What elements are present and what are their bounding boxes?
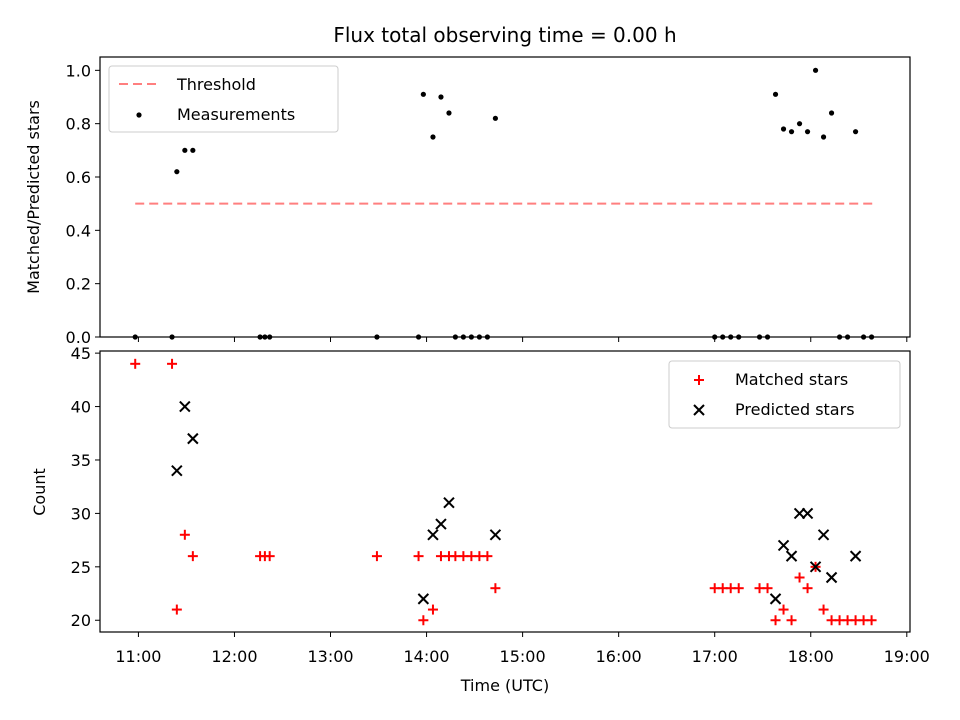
matched-star-point	[418, 615, 428, 625]
measurement-point	[773, 92, 778, 97]
measurement-point	[829, 110, 834, 115]
chart-title: Flux total observing time = 0.00 h	[333, 23, 676, 47]
matched-star-point	[265, 551, 275, 561]
measurement-point	[446, 110, 451, 115]
x-tick-label: 13:00	[307, 647, 353, 666]
matched-star-point	[779, 605, 789, 615]
top-y-axis-label: Matched/Predicted stars	[24, 100, 43, 294]
legend-matched-label: Matched stars	[735, 370, 848, 389]
measurement-point	[797, 121, 802, 126]
x-tick-label: 15:00	[500, 647, 546, 666]
matched-star-point	[167, 359, 177, 369]
y-tick-label: 0.2	[66, 275, 91, 294]
chart-figure: Flux total observing time = 0.00 h 0.00.…	[0, 0, 960, 720]
legend-measurements-label: Measurements	[177, 105, 295, 124]
matched-star-point	[428, 605, 438, 615]
bottom-y-axis-label: Count	[30, 468, 49, 516]
x-tick-label: 12:00	[211, 647, 257, 666]
top-legend: Threshold Measurements	[109, 66, 338, 132]
legend-measurements-swatch	[136, 112, 141, 117]
measurement-point	[805, 129, 810, 134]
matched-star-point	[172, 605, 182, 615]
top-panel: 0.00.20.40.60.81.0 Matched/Predicted sta…	[24, 57, 910, 347]
y-tick-label: 0.4	[66, 221, 91, 240]
measurement-point	[493, 116, 498, 121]
y-tick-label: 20	[71, 611, 91, 630]
legend-threshold-label: Threshold	[176, 75, 256, 94]
legend-predicted-label: Predicted stars	[735, 400, 855, 419]
measurement-point	[438, 94, 443, 99]
x-tick-label: 18:00	[788, 647, 834, 666]
predicted-star-point	[188, 434, 198, 444]
bottom-legend: Matched stars Predicted stars	[669, 361, 900, 428]
measurement-point	[182, 148, 187, 153]
measurement-point	[421, 92, 426, 97]
predicted-star-point	[827, 573, 837, 583]
x-tick-label: 19:00	[884, 647, 930, 666]
y-tick-label: 0.6	[66, 168, 91, 187]
matched-star-point	[490, 583, 500, 593]
predicted-star-point	[180, 402, 190, 412]
matched-star-point	[867, 615, 877, 625]
y-tick-label: 30	[71, 504, 91, 523]
matched-star-point	[188, 551, 198, 561]
matched-star-point	[795, 573, 805, 583]
measurement-point	[430, 134, 435, 139]
x-axis-label: Time (UTC)	[460, 676, 549, 695]
bottom-panel: 20 25 30 35 40 45 11:00 12:00 13:00 14:00 15:00 16…	[30, 344, 930, 695]
y-tick-label: 40	[71, 398, 91, 417]
predicted-star-point	[490, 530, 500, 540]
measurement-point	[853, 129, 858, 134]
measurement-point	[190, 148, 195, 153]
predicted-star-point	[787, 551, 797, 561]
matched-star-point	[372, 551, 382, 561]
matched-star-point	[482, 551, 492, 561]
x-tick-label: 16:00	[596, 647, 642, 666]
predicted-star-point	[428, 530, 438, 540]
measurement-point	[821, 134, 826, 139]
measurement-point	[813, 68, 818, 73]
predicted-star-point	[418, 594, 428, 604]
matched-star-point	[180, 530, 190, 540]
matched-star-point	[414, 551, 424, 561]
predicted-star-point	[819, 530, 829, 540]
predicted-star-point	[172, 466, 182, 476]
x-tick-label: 17:00	[692, 647, 738, 666]
bottom-y-ticks: 20 25 30 35 40 45	[71, 344, 100, 630]
measurement-point	[789, 129, 794, 134]
y-tick-label: 45	[71, 344, 91, 363]
matched-star-point	[803, 583, 813, 593]
x-tick-label: 14:00	[404, 647, 450, 666]
predicted-star-point	[444, 498, 454, 508]
top-y-ticks: 0.00.20.40.60.81.0	[66, 61, 100, 347]
predicted-star-point	[436, 519, 446, 529]
predicted-star-point	[771, 594, 781, 604]
predicted-star-point	[803, 508, 813, 518]
y-tick-label: 25	[71, 558, 91, 577]
top-x-ticks	[138, 337, 906, 342]
y-tick-label: 35	[71, 451, 91, 470]
measurement-point	[781, 126, 786, 131]
matched-star-point	[763, 583, 773, 593]
y-tick-label: 0.8	[66, 115, 91, 134]
matched-star-point	[819, 605, 829, 615]
predicted-star-point	[779, 540, 789, 550]
predicted-star-point	[851, 551, 861, 561]
y-tick-label: 1.0	[66, 61, 91, 80]
matched-star-point	[130, 359, 140, 369]
bottom-x-ticks: 11:00 12:00 13:00 14:00 15:00 16:00 17:00 18:00…	[115, 632, 929, 666]
x-tick-label: 11:00	[115, 647, 161, 666]
matched-star-point	[771, 615, 781, 625]
matched-star-point	[734, 583, 744, 593]
measurement-point	[174, 169, 179, 174]
matched-star-point	[787, 615, 797, 625]
